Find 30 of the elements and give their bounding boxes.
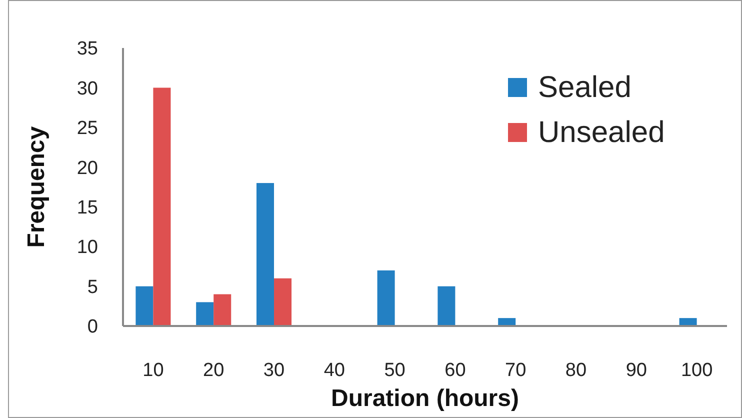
x-tick-label: 50: [384, 360, 406, 381]
x-tick-label: 80: [565, 360, 587, 381]
bar: [153, 88, 171, 326]
x-tick-label: 20: [203, 360, 224, 381]
bar: [256, 183, 274, 326]
y-tick-label: 5: [87, 276, 98, 298]
x-tick-label: 30: [263, 360, 285, 381]
y-tick-label: 25: [76, 118, 98, 140]
x-tick-label: 60: [444, 360, 466, 381]
bar: [196, 302, 214, 326]
x-tick-label: 90: [626, 360, 647, 381]
x-tick-label: 100: [680, 360, 713, 381]
y-tick-label: 15: [76, 198, 98, 219]
bar: [274, 278, 292, 326]
legend-label: Sealed: [538, 71, 632, 104]
y-tick-label: 30: [76, 78, 98, 100]
y-tick-label: 35: [76, 38, 98, 60]
bar: [214, 294, 232, 326]
bar: [377, 270, 395, 326]
x-axis-title: Duration (hours): [331, 385, 519, 412]
y-tick-label: 10: [76, 237, 98, 258]
y-tick-label: 20: [76, 158, 98, 179]
legend-label: Unsealed: [538, 116, 665, 149]
x-tick-label: 70: [505, 360, 526, 381]
x-tick-label: 10: [142, 360, 164, 381]
x-tick-label: 40: [324, 360, 345, 381]
y-axis-title: Frequency: [23, 126, 50, 248]
bar: [438, 286, 456, 326]
y-tick-label: 0: [87, 316, 98, 338]
bar: [136, 286, 154, 326]
